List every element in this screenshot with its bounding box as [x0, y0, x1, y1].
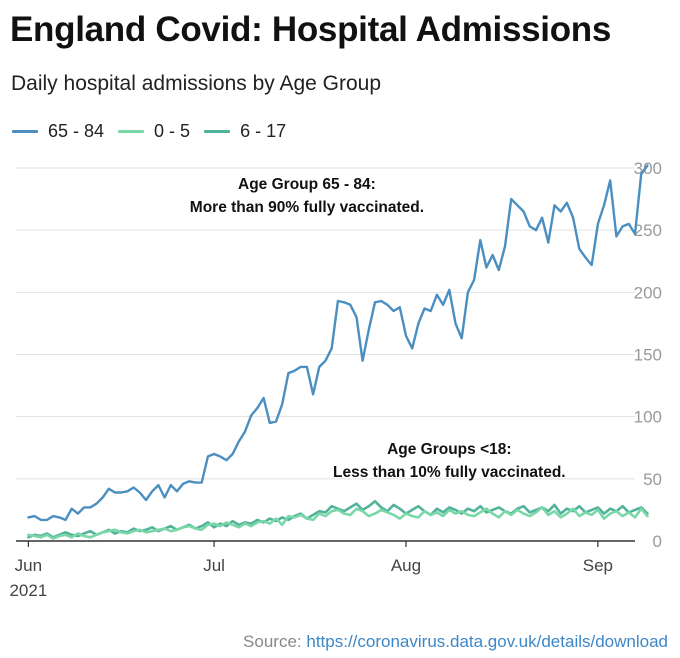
series-line-0-5 [27, 506, 649, 540]
legend-swatch-6-17 [204, 130, 231, 133]
y-tick-label: 100 [634, 408, 662, 427]
y-tick-label: 150 [634, 346, 662, 365]
chart-title: England Covid: Hospital Admissions [10, 10, 612, 49]
annotation-text: Less than 10% fully vaccinated. [333, 464, 566, 481]
annotation-text: Age Group 65 - 84: [238, 176, 376, 193]
x-tick-label: Jun [15, 556, 42, 575]
y-tick-label: 300 [634, 159, 662, 178]
line-chart: 0 50 100 150 200 250 300 Jun 2021 Jul Aug Sep Age Gr… [9, 159, 662, 600]
y-tick-label: 200 [634, 283, 662, 302]
series-line-65-84 [27, 164, 649, 522]
legend-item-65-84: 65 - 84 [12, 121, 104, 142]
y-tick-label: 250 [634, 221, 662, 240]
legend-item-0-5: 0 - 5 [118, 121, 190, 142]
x-tick-label: Sep [583, 556, 613, 575]
legend-label-65-84: 65 - 84 [48, 121, 105, 141]
y-tick-label: 0 [653, 532, 662, 551]
annotation-text: Age Groups <18: [387, 441, 511, 458]
x-tick-sublabel: 2021 [9, 581, 47, 600]
legend-swatch-0-5 [118, 130, 145, 133]
legend-label-0-5: 0 - 5 [154, 121, 191, 141]
chart-legend: 65 - 84 0 - 5 6 - 17 [12, 121, 300, 142]
legend-swatch-65-84 [12, 130, 38, 133]
y-tick-label: 50 [643, 470, 662, 489]
source-note: Source: https://coronavirus.data.gov.uk/… [243, 632, 668, 652]
source-label: Source: [243, 632, 302, 651]
source-link[interactable]: https://coronavirus.data.gov.uk/details/… [306, 632, 668, 651]
x-tick-label: Jul [203, 556, 225, 575]
legend-item-6-17: 6 - 17 [204, 121, 286, 142]
legend-label-6-17: 6 - 17 [240, 121, 287, 141]
annotation-text: More than 90% fully vaccinated. [190, 199, 424, 216]
chart-subtitle: Daily hospital admissions by Age Group [11, 72, 382, 95]
x-tick-label: Aug [391, 556, 421, 575]
